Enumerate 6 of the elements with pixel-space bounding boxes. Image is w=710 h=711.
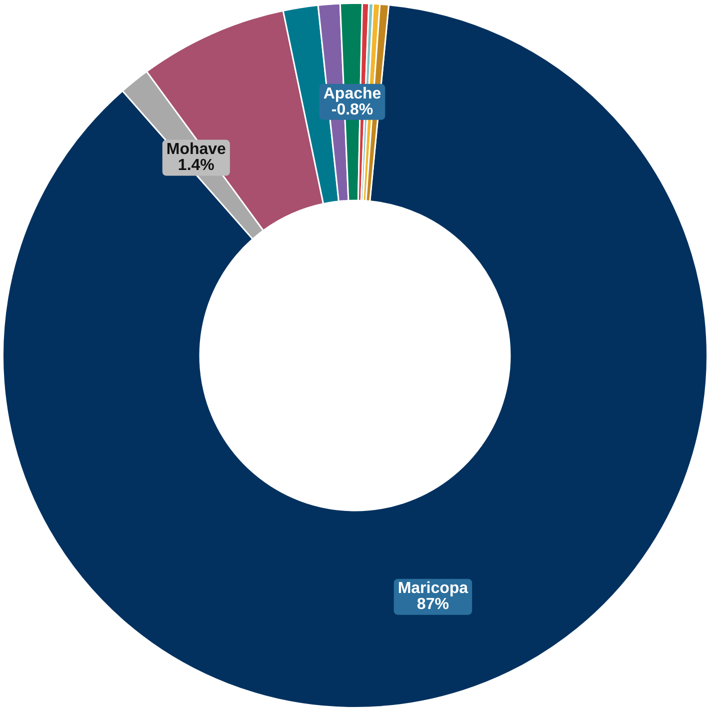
data-label: 87% — [416, 596, 449, 614]
slice-label: Mohave — [166, 141, 226, 158]
text: -0.8% — [331, 101, 374, 118]
slice-label: Maricopa — [398, 580, 468, 598]
data-label: 1.4% — [178, 157, 214, 174]
slice-label: Apache — [323, 85, 382, 102]
